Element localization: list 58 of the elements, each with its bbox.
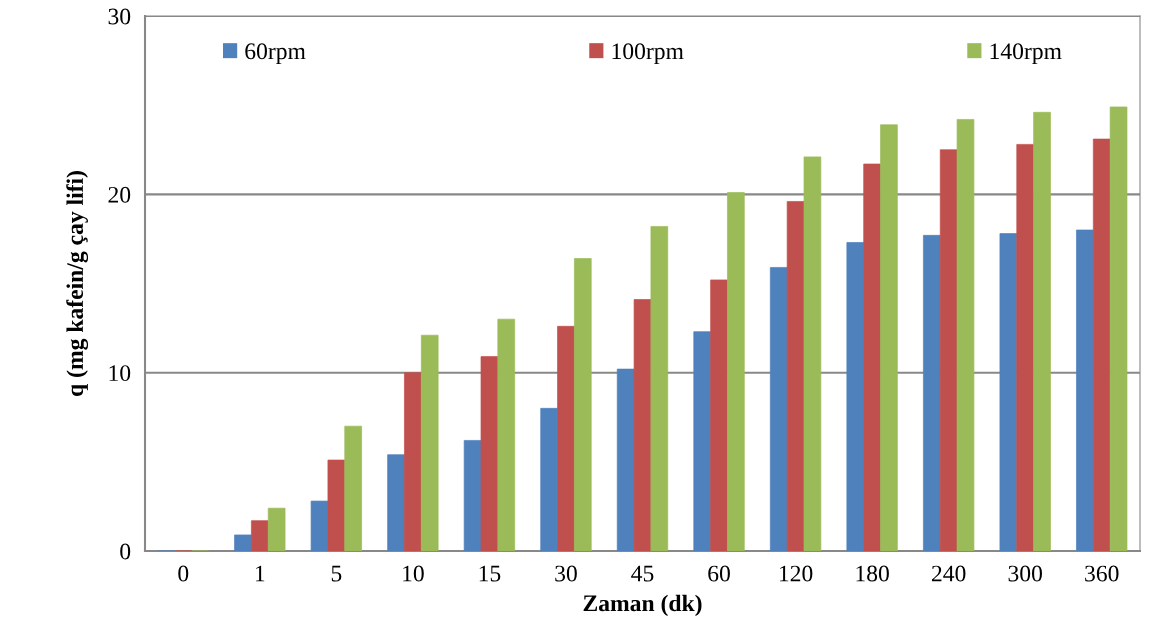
bar [1076, 229, 1094, 551]
bar [251, 520, 269, 551]
x-tick-label: 1 [255, 565, 265, 582]
legend-label: 140rpm [990, 43, 1062, 65]
bar [650, 226, 669, 551]
bar [863, 163, 881, 551]
bar [540, 407, 558, 551]
bar [939, 149, 958, 551]
bar [616, 368, 635, 551]
x-tick-label: 0 [178, 565, 189, 582]
bar [267, 507, 286, 551]
x-tick-label: 5 [331, 565, 342, 582]
bar [693, 331, 711, 551]
bar [880, 124, 898, 551]
bar [1033, 111, 1051, 551]
bar [1016, 144, 1034, 551]
bar [310, 500, 329, 551]
bar [404, 372, 422, 551]
y-axis-title: q (mg kafein/g çay lifi) [66, 171, 89, 396]
y-tick-label: 20 [108, 186, 131, 203]
y-tick-label: 0 [120, 543, 131, 560]
bar [769, 267, 788, 551]
bar [387, 454, 405, 551]
bar [786, 201, 805, 551]
x-tick-label: 300 [1008, 565, 1042, 582]
bar [420, 334, 439, 551]
legend-label: 60rpm [245, 43, 306, 65]
bar [803, 156, 822, 551]
bar [633, 299, 652, 551]
bar [463, 440, 482, 551]
bar [327, 459, 346, 551]
x-tick-label: 30 [555, 565, 577, 582]
bar [727, 192, 745, 551]
x-tick-label: 60 [708, 565, 730, 582]
x-tick-label: 120 [779, 565, 813, 582]
bar [557, 325, 575, 551]
bar [999, 233, 1018, 551]
y-tick-label: 10 [109, 365, 131, 382]
bar [574, 258, 592, 551]
x-tick-label: 15 [479, 565, 501, 582]
bar [923, 235, 941, 551]
bar [497, 318, 516, 551]
y-tick-label: 30 [108, 8, 131, 25]
bar [710, 279, 728, 551]
bar [956, 119, 975, 551]
bar [344, 425, 362, 551]
bar [234, 534, 252, 551]
bar [480, 356, 499, 551]
bar [1109, 106, 1128, 551]
legend-label: 100rpm [612, 43, 684, 65]
x-tick-label: 180 [856, 565, 889, 582]
x-tick-label: 240 [931, 565, 966, 582]
x-tick-label: 45 [631, 565, 654, 582]
bar [846, 242, 865, 551]
x-axis-title: Zaman (dk) [583, 594, 702, 617]
x-tick-label: 360 [1085, 565, 1119, 582]
x-tick-label: 10 [403, 565, 424, 582]
bar [1092, 138, 1111, 551]
